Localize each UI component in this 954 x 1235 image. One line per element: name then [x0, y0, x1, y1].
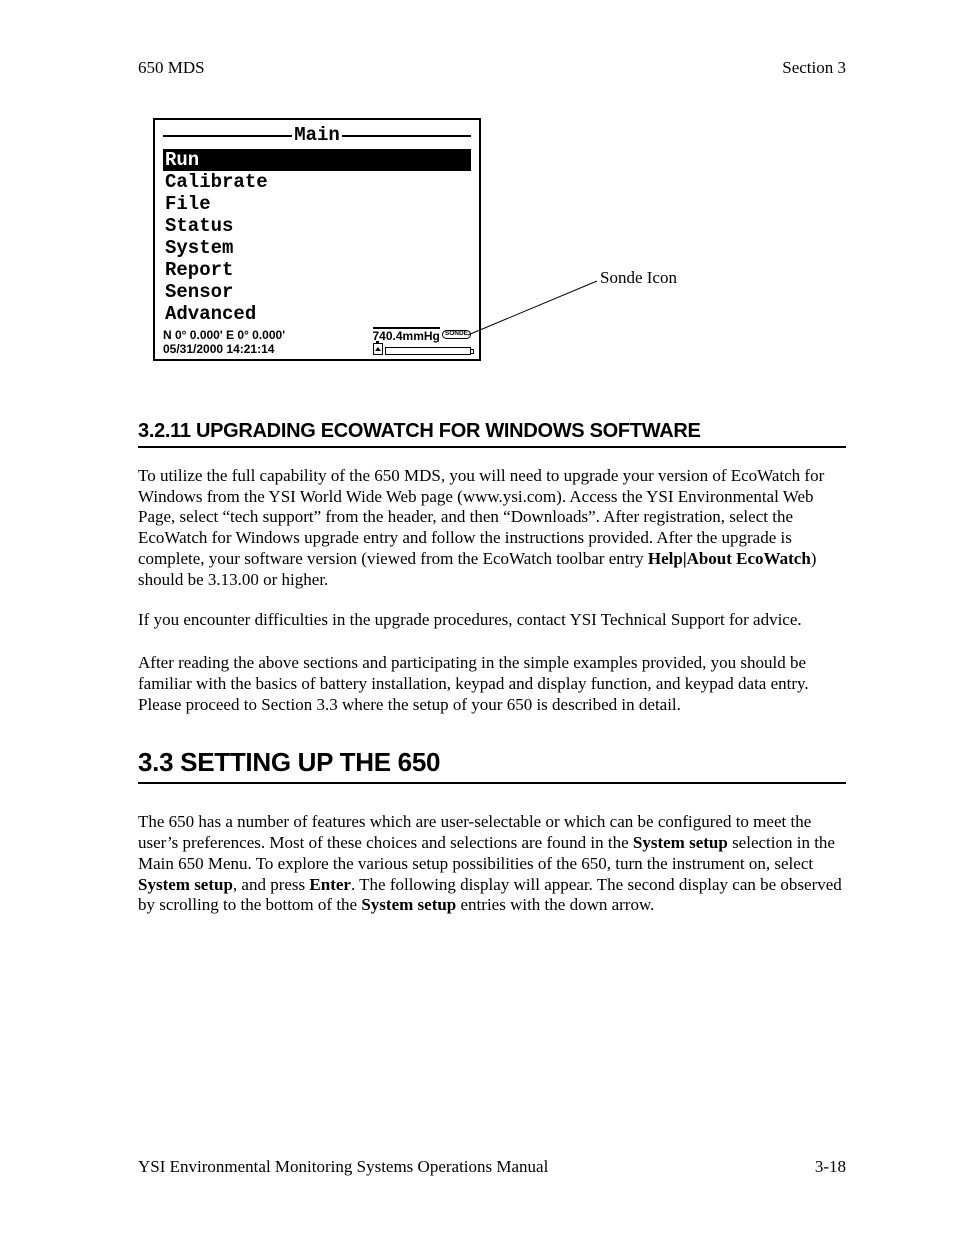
para-3-2-11-3: After reading the above sections and par…	[138, 653, 846, 715]
lcd-status: N 0° 0.000' E 0° 0.000' 740.4mmHg SONDE …	[163, 327, 471, 355]
para-3-3-1: The 650 has a number of features which a…	[138, 812, 846, 916]
subsection-heading-3-2-11: 3.2.11 UPGRADING ECOWATCH FOR WINDOWS SO…	[138, 420, 846, 448]
bold-system-setup: System setup	[361, 895, 456, 914]
para-3-2-11-2: If you encounter difficulties in the upg…	[138, 610, 846, 631]
lcd-item-sensor: Sensor	[163, 281, 471, 303]
lcd-title-row: Main	[163, 126, 471, 145]
header-right: Section 3	[782, 58, 846, 78]
lcd-item-calibrate: Calibrate	[163, 171, 471, 193]
page: 650 MDS Section 3 Main RunCalibrateFileS…	[0, 0, 954, 1235]
lcd-item-run: Run	[163, 149, 471, 171]
para-3-2-11-1: To utilize the full capability of the 65…	[138, 466, 846, 590]
battery-bar	[385, 347, 471, 355]
running-footer: YSI Environmental Monitoring Systems Ope…	[138, 1157, 846, 1177]
bold-system-setup: System setup	[138, 875, 233, 894]
lcd-title: Main	[292, 126, 342, 145]
bold-system-setup: System setup	[633, 833, 728, 852]
footer-right: 3-18	[815, 1157, 846, 1177]
lcd-item-report: Report	[163, 259, 471, 281]
lcd-title-rule-right	[342, 135, 471, 137]
lcd-status-bottom: 05/31/2000 14:21:14	[163, 343, 471, 355]
lcd-item-status: Status	[163, 215, 471, 237]
lcd-pressure: 740.4mmHg	[373, 327, 440, 342]
footer-left: YSI Environmental Monitoring Systems Ope…	[138, 1157, 548, 1177]
lcd-figure: Main RunCalibrateFileStatusSystemReportS…	[138, 114, 818, 384]
bold-help-about: Help|About EcoWatch	[648, 549, 811, 568]
lcd-datetime: 05/31/2000 14:21:14	[163, 343, 274, 355]
lcd-menu: RunCalibrateFileStatusSystemReportSensor…	[163, 149, 471, 325]
lcd-item-advanced: Advanced	[163, 303, 471, 325]
running-header: 650 MDS Section 3	[138, 58, 846, 78]
lcd-gps: N 0° 0.000' E 0° 0.000'	[163, 329, 285, 341]
lcd-battery	[373, 343, 471, 355]
sonde-icon: SONDE	[442, 330, 471, 340]
lcd-screen: Main RunCalibrateFileStatusSystemReportS…	[153, 118, 481, 361]
battery-icon	[373, 343, 383, 355]
bold-enter: Enter	[309, 875, 351, 894]
text: , and press	[233, 875, 309, 894]
callout-line	[468, 281, 597, 335]
lcd-title-rule-left	[163, 135, 292, 137]
lcd-item-system: System	[163, 237, 471, 259]
callout-label: Sonde Icon	[600, 268, 677, 288]
lcd-pressure-wrap: 740.4mmHg SONDE	[373, 327, 472, 342]
section-heading-3-3: 3.3 SETTING UP THE 650	[138, 747, 846, 784]
header-left: 650 MDS	[138, 58, 205, 78]
lcd-status-top: N 0° 0.000' E 0° 0.000' 740.4mmHg SONDE	[163, 327, 471, 342]
lcd-item-file: File	[163, 193, 471, 215]
text: entries with the down arrow.	[456, 895, 654, 914]
